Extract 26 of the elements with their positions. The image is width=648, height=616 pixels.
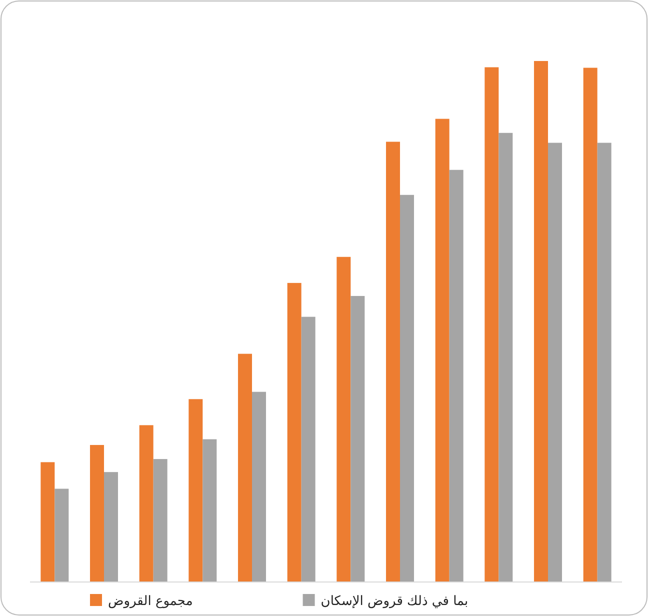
- bar: [54, 488, 69, 582]
- bar: [90, 444, 104, 582]
- bar: [238, 354, 252, 582]
- bar: [548, 142, 562, 582]
- bar: [301, 316, 316, 582]
- bar: [597, 142, 612, 582]
- legend-label: مجموع القروض: [108, 594, 193, 609]
- bar: [534, 61, 548, 582]
- legend-label: بما في ذلك قروض الإسكان: [320, 594, 468, 609]
- bar: [583, 68, 598, 582]
- bar: [498, 132, 513, 582]
- bar: [104, 472, 118, 582]
- bar: [252, 392, 266, 582]
- bar: [40, 462, 55, 582]
- bar: [350, 296, 365, 582]
- bar: [202, 439, 217, 582]
- bar: [188, 399, 203, 582]
- bar: [336, 256, 351, 582]
- bar: [153, 459, 168, 582]
- bar: [386, 142, 400, 582]
- bar: [449, 170, 464, 582]
- bar: [484, 67, 499, 582]
- bar: [435, 118, 450, 582]
- bar: [287, 282, 302, 582]
- bar: [400, 194, 414, 582]
- bar: [139, 425, 154, 582]
